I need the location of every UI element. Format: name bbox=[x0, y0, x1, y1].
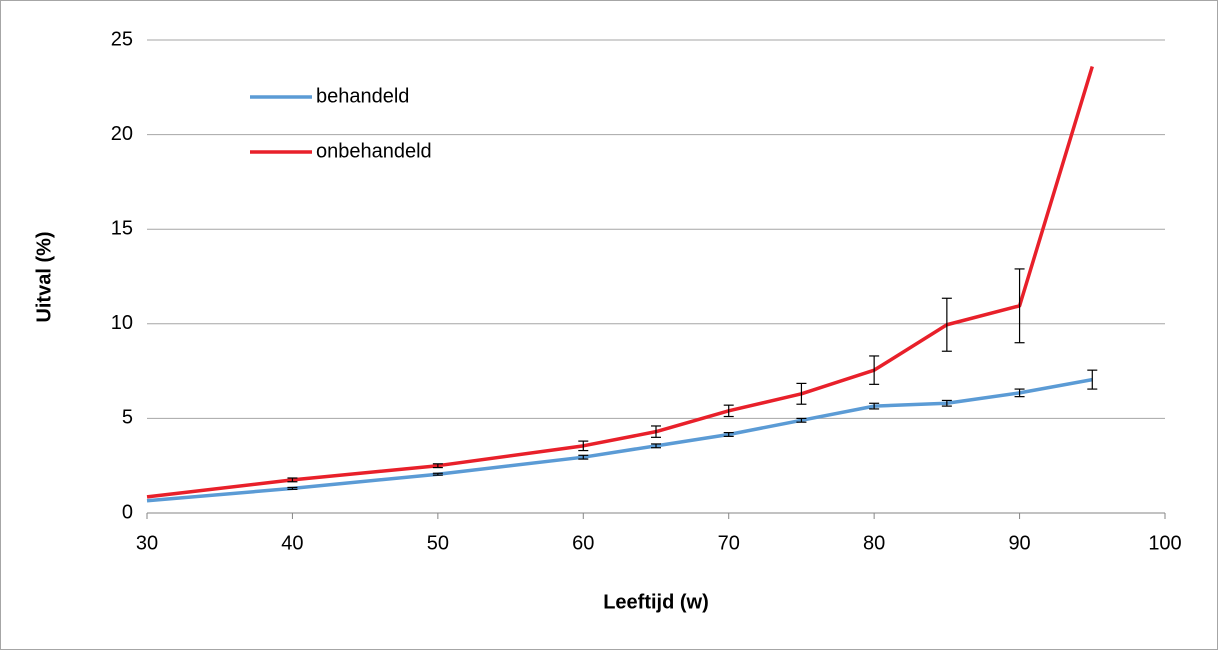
error-bar bbox=[432, 472, 443, 476]
x-tick-label: 100 bbox=[1148, 532, 1181, 554]
y-tick-label: 15 bbox=[111, 217, 133, 239]
y-tick-label: 0 bbox=[122, 501, 133, 523]
error-bar bbox=[869, 355, 880, 385]
error-bar bbox=[723, 431, 734, 437]
x-tick-label: 90 bbox=[1008, 532, 1030, 554]
y-tick-label: 25 bbox=[111, 28, 133, 50]
error-bar bbox=[941, 297, 952, 352]
y-tick-label: 5 bbox=[122, 407, 133, 429]
error-bar bbox=[432, 463, 443, 469]
error-bar bbox=[287, 477, 298, 483]
error-bar bbox=[1014, 388, 1025, 398]
legend-label: behandeld bbox=[316, 85, 409, 107]
error-bar bbox=[578, 454, 589, 460]
y-tick-label: 20 bbox=[111, 123, 133, 145]
legend-label: onbehandeld bbox=[316, 140, 432, 162]
error-bar bbox=[287, 486, 298, 490]
error-bar bbox=[869, 402, 880, 410]
x-axis-label: Leeftijd (w) bbox=[603, 591, 709, 613]
error-bar bbox=[1014, 268, 1025, 344]
x-tick-label: 70 bbox=[718, 532, 740, 554]
x-tick-label: 80 bbox=[863, 532, 885, 554]
y-axis-label: Uitval (%) bbox=[33, 231, 55, 322]
error-bar bbox=[796, 417, 807, 423]
error-bar bbox=[578, 440, 589, 452]
x-tick-label: 60 bbox=[572, 532, 594, 554]
x-tick-label: 30 bbox=[136, 532, 158, 554]
error-bar bbox=[1087, 369, 1098, 390]
error-bar bbox=[651, 443, 661, 449]
error-bar bbox=[941, 399, 952, 407]
error-bar bbox=[651, 425, 661, 438]
x-tick-label: 40 bbox=[281, 532, 303, 554]
y-tick-label: 10 bbox=[111, 312, 133, 334]
error-bar bbox=[796, 382, 807, 405]
x-tick-label: 50 bbox=[427, 532, 449, 554]
error-bar bbox=[723, 404, 734, 418]
